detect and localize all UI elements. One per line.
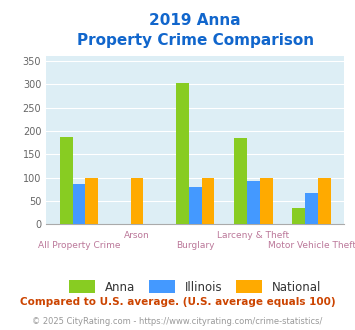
- Bar: [260, 178, 273, 224]
- Bar: [85, 178, 98, 224]
- Bar: [60, 137, 72, 224]
- Text: Burglary: Burglary: [176, 241, 214, 250]
- Text: All Property Crime: All Property Crime: [38, 241, 120, 250]
- Text: © 2025 CityRating.com - https://www.cityrating.com/crime-statistics/: © 2025 CityRating.com - https://www.city…: [32, 317, 323, 326]
- Bar: [176, 83, 189, 224]
- Bar: [131, 178, 143, 224]
- Bar: [234, 138, 247, 224]
- Text: Larceny & Theft: Larceny & Theft: [217, 231, 289, 240]
- Text: Arson: Arson: [124, 231, 150, 240]
- Bar: [293, 208, 305, 224]
- Title: 2019 Anna
Property Crime Comparison: 2019 Anna Property Crime Comparison: [77, 13, 314, 48]
- Bar: [72, 184, 85, 224]
- Bar: [189, 186, 202, 224]
- Bar: [247, 181, 260, 224]
- Text: Compared to U.S. average. (U.S. average equals 100): Compared to U.S. average. (U.S. average …: [20, 297, 335, 307]
- Legend: Anna, Illinois, National: Anna, Illinois, National: [65, 276, 326, 298]
- Bar: [202, 178, 214, 224]
- Bar: [305, 193, 318, 224]
- Bar: [318, 178, 331, 224]
- Text: Motor Vehicle Theft: Motor Vehicle Theft: [268, 241, 355, 250]
